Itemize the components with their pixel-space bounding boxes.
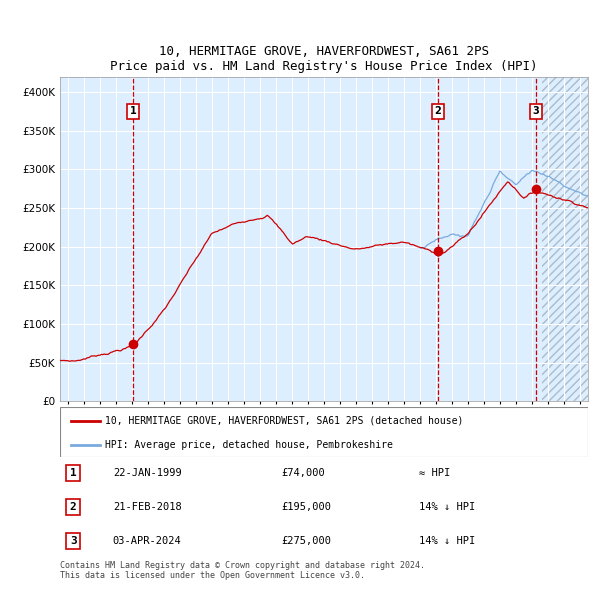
Text: £74,000: £74,000 — [282, 468, 326, 478]
Text: HPI: Average price, detached house, Pembrokeshire: HPI: Average price, detached house, Pemb… — [105, 440, 393, 450]
Text: 2: 2 — [70, 502, 77, 512]
Title: 10, HERMITAGE GROVE, HAVERFORDWEST, SA61 2PS
Price paid vs. HM Land Registry's H: 10, HERMITAGE GROVE, HAVERFORDWEST, SA61… — [110, 45, 538, 73]
Text: Contains HM Land Registry data © Crown copyright and database right 2024.
This d: Contains HM Land Registry data © Crown c… — [60, 560, 425, 580]
Text: ≈ HPI: ≈ HPI — [419, 468, 450, 478]
Text: 2: 2 — [435, 106, 442, 116]
Text: 3: 3 — [533, 106, 539, 116]
Text: £275,000: £275,000 — [282, 536, 332, 546]
Text: 14% ↓ HPI: 14% ↓ HPI — [419, 502, 475, 512]
Bar — [542, 77, 588, 401]
Text: £195,000: £195,000 — [282, 502, 332, 512]
Text: 22-JAN-1999: 22-JAN-1999 — [113, 468, 182, 478]
Text: 03-APR-2024: 03-APR-2024 — [113, 536, 182, 546]
Text: 14% ↓ HPI: 14% ↓ HPI — [419, 536, 475, 546]
Text: 1: 1 — [70, 468, 77, 478]
Text: 3: 3 — [70, 536, 77, 546]
Text: 21-FEB-2018: 21-FEB-2018 — [113, 502, 182, 512]
Text: 1: 1 — [130, 106, 136, 116]
Text: 10, HERMITAGE GROVE, HAVERFORDWEST, SA61 2PS (detached house): 10, HERMITAGE GROVE, HAVERFORDWEST, SA61… — [105, 415, 463, 425]
FancyBboxPatch shape — [60, 407, 588, 457]
